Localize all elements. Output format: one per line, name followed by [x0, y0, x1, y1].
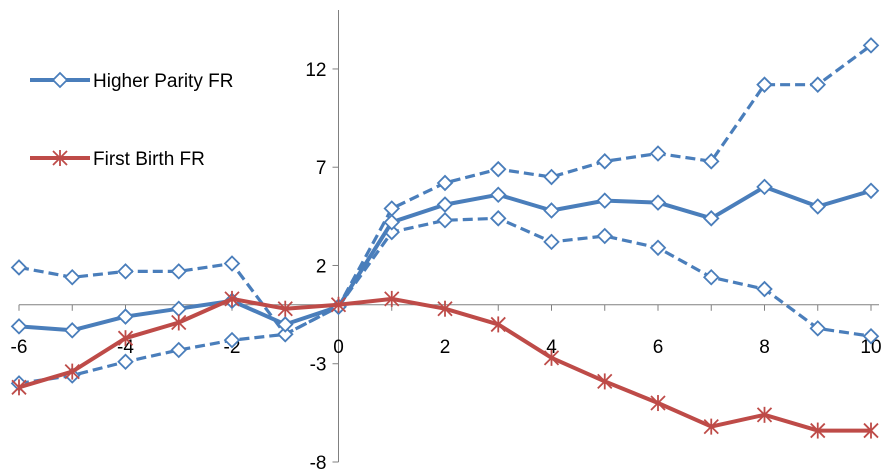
data-point: [489, 186, 507, 204]
data-point: [64, 363, 80, 380]
data-point: [596, 227, 614, 245]
data-point: [543, 349, 560, 366]
data-point: [756, 76, 773, 93]
data-point: [597, 373, 613, 390]
y-tick-label: -8: [310, 453, 327, 473]
data-point: [490, 316, 506, 333]
data-point: [10, 259, 28, 276]
data-point: [63, 322, 81, 339]
data-point: [383, 213, 401, 231]
x-tick-label: 4: [546, 337, 557, 358]
data-point: [117, 353, 134, 371]
legend-entry-first-birth: First Birth FR: [30, 149, 205, 170]
data-point: [117, 263, 134, 280]
data-point: [170, 263, 188, 280]
data-point: [649, 239, 667, 257]
data-point: [224, 290, 240, 307]
data-point: [117, 330, 134, 347]
data-point: [756, 178, 773, 196]
data-point: [862, 327, 880, 345]
series-layer: [10, 37, 880, 439]
data-point: [383, 200, 401, 217]
data-point: [649, 145, 667, 162]
data-point: [10, 318, 28, 335]
data-point: [756, 280, 773, 298]
data-point: [543, 202, 560, 219]
legend-label-higher-parity: Higher Parity FR: [93, 71, 233, 92]
y-tick-label: 12: [305, 60, 326, 81]
data-point: [276, 316, 294, 333]
data-point: [223, 331, 241, 349]
legend-marker-higher-parity: [51, 71, 69, 89]
data-point: [489, 160, 507, 178]
data-point: [649, 194, 667, 211]
data-point: [756, 406, 773, 423]
data-point: [703, 418, 719, 435]
data-point: [63, 268, 81, 286]
data-point: [436, 196, 454, 213]
x-tick-label: 10: [860, 337, 881, 358]
x-tick-label: 8: [759, 337, 770, 358]
x-tick-label: -6: [11, 337, 28, 358]
data-point: [489, 210, 507, 227]
x-tick-label: 6: [653, 337, 664, 358]
series-line-3: [18, 296, 871, 433]
data-point: [809, 320, 827, 337]
legend-marker-first-birth: [52, 150, 68, 166]
data-point: [543, 168, 560, 186]
data-point: [276, 325, 294, 343]
data-point: [543, 233, 560, 251]
legend-label-first-birth: First Birth FR: [93, 149, 205, 170]
series-3: [11, 290, 879, 439]
data-point: [436, 174, 454, 192]
data-point: [11, 379, 27, 396]
data-point: [702, 268, 720, 286]
data-point: [117, 308, 134, 325]
data-point: [862, 37, 880, 54]
data-point: [384, 290, 400, 307]
data-point: [330, 296, 347, 313]
x-tick-label: 2: [440, 337, 451, 358]
legend-entry-higher-parity: Higher Parity FR: [30, 71, 233, 92]
data-point: [171, 314, 187, 331]
data-point: [596, 192, 614, 209]
data-point: [436, 212, 454, 229]
data-point: [170, 300, 188, 317]
data-point: [702, 153, 720, 170]
y-tick-label: 7: [316, 158, 327, 179]
data-point: [809, 198, 827, 215]
y-tick-label: -3: [310, 355, 327, 376]
data-point: [702, 210, 720, 227]
data-point: [223, 255, 241, 272]
data-point: [170, 341, 188, 359]
data-point: [596, 153, 614, 170]
data-point: [810, 422, 826, 439]
y-tick-label: 2: [316, 256, 327, 277]
data-point: [862, 182, 880, 200]
data-point: [809, 76, 827, 93]
data-point: [437, 300, 453, 317]
legend: Higher Parity FR First Birth FR: [30, 71, 233, 170]
series-0: [10, 178, 880, 339]
x-tick-label: 0: [333, 337, 344, 358]
data-point: [863, 422, 879, 439]
series-2: [10, 210, 880, 392]
data-point: [277, 300, 293, 317]
data-point: [650, 395, 666, 412]
